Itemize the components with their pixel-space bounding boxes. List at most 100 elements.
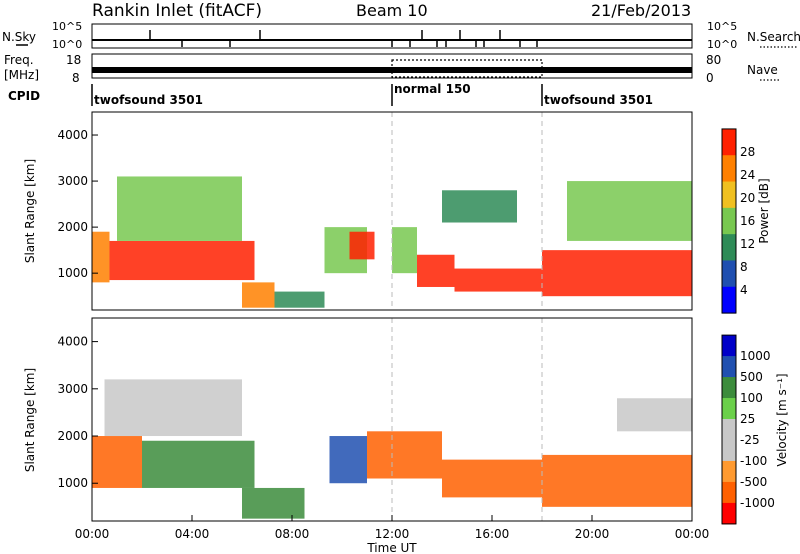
freq-tick-bottom: 8 xyxy=(72,71,80,85)
velocity-colorbar-tick-0: 1000 xyxy=(740,349,771,363)
nsky-frame xyxy=(91,23,693,49)
freq-panel: Freq. [MHz] 18 8 80 0 Nave xyxy=(4,53,780,85)
time-tick-label-1: 04:00 xyxy=(175,527,210,541)
freq-tick-top: 18 xyxy=(66,53,81,67)
power-band-4 xyxy=(274,291,325,308)
cpid-segment-1: twofsound 3501 xyxy=(94,93,203,107)
velocity-colorbar-tick-7: -1000 xyxy=(740,496,775,510)
power-band-12 xyxy=(567,181,692,241)
power-y-axis: 1000 2000 3000 4000 xyxy=(57,128,98,280)
velocity-band-0 xyxy=(92,436,142,488)
freq-frame xyxy=(91,53,693,79)
time-tick-label-2: 08:00 xyxy=(275,527,310,541)
power-band-11 xyxy=(542,250,692,297)
velocity-band-6 xyxy=(442,459,542,498)
velocity-colorbar-swatch-0 xyxy=(722,335,736,357)
power-band-3 xyxy=(242,282,275,308)
velocity-ytick-label-1: 2000 xyxy=(57,429,88,443)
time-tick-label-5: 20:00 xyxy=(575,527,610,541)
power-ytick-label-3: 4000 xyxy=(57,128,88,142)
velocity-panel: 1000 2000 3000 4000 Slant Range [km] 1000 50… xyxy=(23,317,789,525)
velocity-band-4 xyxy=(329,436,367,484)
power-colorbar-tick-5: 8 xyxy=(740,260,748,274)
power-ytick-label-1: 2000 xyxy=(57,220,88,234)
velocity-band-2 xyxy=(104,379,242,437)
power-colorbar-tick-4: 12 xyxy=(740,237,755,251)
power-ytick-label-2: 3000 xyxy=(57,174,88,188)
time-tick-label-6: 00:00 xyxy=(675,527,710,541)
power-band-1 xyxy=(109,240,255,281)
nsearch-label: N.Search xyxy=(747,30,800,44)
velocity-band-7 xyxy=(542,454,692,507)
time-axis: 00:00 04:00 08:00 12:00 16:00 20:00 00:00 xyxy=(75,515,710,541)
power-colorbar-swatch-6 xyxy=(722,286,736,314)
velocity-band-8 xyxy=(617,398,692,432)
velocity-colorbar-tick-1: 500 xyxy=(740,370,763,384)
velocity-band-3 xyxy=(242,487,305,519)
time-tick-label-0: 00:00 xyxy=(75,527,110,541)
freq-unit: [MHz] xyxy=(4,68,39,82)
velocity-colorbar-swatch-4 xyxy=(722,419,736,441)
velocity-colorbar: 1000 500 100 25 -25 -100 -500 -1000 xyxy=(721,334,775,525)
power-colorbar: 28 24 20 16 12 8 4 xyxy=(721,128,755,314)
power-colorbar-tick-2: 20 xyxy=(740,191,755,205)
power-colorbar-swatch-1 xyxy=(722,155,736,183)
power-colorbar-swatch-4 xyxy=(722,234,736,261)
date-title: 21/Feb/2013 xyxy=(591,1,691,20)
power-panel: 1000 2000 3000 4000 Slant Range [km] 28 24 20… xyxy=(23,111,771,314)
station-title: Rankin Inlet (fitACF) xyxy=(92,1,262,21)
power-frame xyxy=(91,111,693,311)
nave-trace xyxy=(391,59,543,78)
velocity-ytick-label-0: 1000 xyxy=(57,476,88,490)
power-colorbar-swatch-0 xyxy=(722,128,736,156)
nsky-panel: N.Sky 10^5 10^0 10^5 10^0 N.Search xyxy=(2,20,800,51)
power-colorbar-tick-6: 4 xyxy=(740,283,748,297)
power-colorbar-tick-0: 28 xyxy=(740,145,755,159)
power-band-8 xyxy=(417,254,455,287)
cpid-segment-2: normal 150 xyxy=(394,82,471,96)
cpid-row: CPID twofsound 3501 normal 150 twofsound… xyxy=(8,82,653,107)
velocity-colorbar-swatch-8 xyxy=(722,502,736,525)
nave-label: Nave xyxy=(747,63,778,77)
power-band-0 xyxy=(92,231,110,283)
power-heatmap xyxy=(92,176,692,308)
nave-tick-bottom: 0 xyxy=(706,71,714,85)
power-ylabel: Slant Range [km] xyxy=(23,159,37,263)
velocity-band-5 xyxy=(367,431,442,479)
time-tick-label-3: 12:00 xyxy=(375,527,410,541)
beam-title: Beam 10 xyxy=(356,1,428,20)
velocity-colorbar-swatch-1 xyxy=(722,356,736,378)
velocity-colorbar-tick-5: -100 xyxy=(740,454,767,468)
cpid-segment-3: twofsound 3501 xyxy=(544,93,653,107)
power-band-6 xyxy=(349,231,375,260)
velocity-colorbar-tick-2: 100 xyxy=(740,391,763,405)
cpid-label: CPID xyxy=(8,89,40,103)
velocity-colorbar-swatch-5 xyxy=(722,439,736,462)
velocity-colorbar-swatch-3 xyxy=(722,398,736,420)
velocity-colorbar-swatch-7 xyxy=(722,481,736,504)
time-axis-label: Time UT xyxy=(366,541,417,554)
power-band-2 xyxy=(117,176,242,241)
nsky-tick-bottom: 10^0 xyxy=(52,38,82,51)
power-colorbar-swatch-5 xyxy=(722,260,736,288)
velocity-colorbar-swatch-2 xyxy=(722,377,736,399)
velocity-colorbar-tick-3: 25 xyxy=(740,412,755,426)
velocity-y-axis: 1000 2000 3000 4000 xyxy=(57,335,98,490)
nsky-label: N.Sky xyxy=(2,30,36,44)
power-colorbar-label: Power [dB] xyxy=(757,178,771,243)
velocity-ytick-label-3: 4000 xyxy=(57,335,88,349)
velocity-heatmap xyxy=(92,379,692,519)
velocity-band-1 xyxy=(142,440,255,488)
power-band-7 xyxy=(392,227,417,274)
nsearch-tick-bottom: 10^0 xyxy=(707,38,737,51)
velocity-ylabel: Slant Range [km] xyxy=(23,368,37,472)
power-band-10 xyxy=(442,190,517,223)
power-colorbar-swatch-3 xyxy=(722,207,736,235)
velocity-ytick-label-2: 3000 xyxy=(57,382,88,396)
nave-tick-top: 80 xyxy=(706,53,721,67)
power-colorbar-frame xyxy=(721,128,737,314)
nsky-trace xyxy=(92,30,692,47)
power-colorbar-tick-1: 24 xyxy=(740,168,755,182)
freq-label: Freq. xyxy=(4,53,34,67)
